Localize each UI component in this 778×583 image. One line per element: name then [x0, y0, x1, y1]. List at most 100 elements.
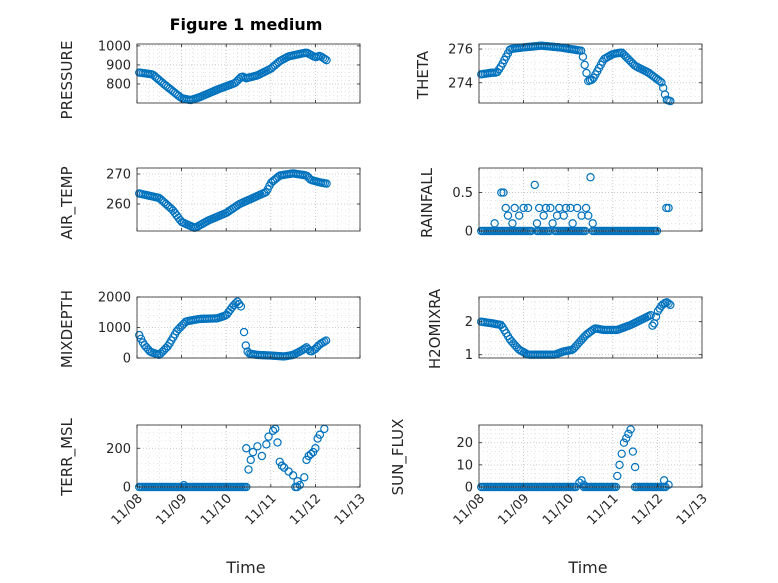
data-point: [277, 461, 287, 470]
y-tick-label: 274: [448, 76, 473, 91]
x-tick-label: 11/11: [243, 491, 280, 528]
plot-area-rainfall: [479, 168, 702, 231]
data-point: [499, 188, 508, 197]
data-point: [262, 440, 271, 449]
data-point: [320, 337, 329, 346]
axes-box-pressure: [136, 43, 361, 104]
subplot-pressure: 800 900 1000: [98, 39, 361, 105]
y-tick-label: 1: [465, 348, 473, 363]
subplot-rainfall: 00.5: [452, 167, 703, 240]
y-tick-label: 270: [106, 168, 131, 183]
markers-air_temp: [135, 169, 331, 232]
data-point: [613, 471, 622, 481]
y-tick-label: 1000: [98, 39, 131, 54]
ylabel-mixdepth: MIXDEPTH: [58, 290, 76, 368]
axes-box-h2omixra: [478, 296, 703, 359]
x-tick-label: 11/12: [629, 491, 666, 528]
data-point: [655, 76, 664, 86]
data-point: [579, 480, 589, 489]
y-tick-label: 2000: [98, 291, 131, 306]
data-point: [617, 449, 626, 458]
data-point: [523, 203, 533, 213]
data-point: [490, 219, 499, 228]
data-point: [657, 78, 666, 87]
data-point: [664, 480, 673, 489]
data-point: [662, 203, 671, 213]
data-point: [306, 449, 316, 459]
data-point: [581, 203, 591, 213]
data-point: [651, 312, 661, 321]
data-point: [257, 451, 267, 461]
data-point: [576, 46, 586, 55]
axes-box-air_temp: [136, 167, 361, 232]
y-tick-label: 900: [106, 58, 131, 73]
data-point: [311, 444, 320, 453]
data-point: [300, 473, 309, 482]
data-point: [246, 455, 255, 465]
markers-theta: [477, 41, 675, 106]
data-point: [501, 203, 510, 213]
x-tick-label: 11/13: [332, 491, 369, 528]
data-point: [539, 211, 548, 220]
markers-pressure: [135, 48, 331, 105]
data-point: [666, 96, 675, 106]
ylabel-pressure: PRESSURE: [58, 41, 76, 120]
data-point: [575, 478, 584, 487]
x-tick-label: 11/11: [585, 491, 622, 528]
data-point: [578, 52, 588, 62]
data-point: [519, 203, 528, 213]
data-point: [242, 444, 251, 453]
data-point: [548, 219, 557, 228]
subplot-sun_flux: 0 10 20 11/08 11/09 11/10 11/11 11/12 11/13: [451, 424, 711, 528]
data-point: [253, 442, 262, 451]
y-tick-label: 0: [465, 481, 473, 496]
axes-box-rainfall: [478, 167, 703, 232]
subplot-air_temp: 260 270: [106, 167, 361, 232]
subplot-h2omixra: 12: [465, 296, 703, 363]
figure-title: Figure 1 medium: [170, 15, 323, 34]
ylabel-rainfall: RAINFALL: [418, 167, 436, 238]
data-point: [244, 465, 253, 474]
ylabel-sun-flux: SUN_FLUX: [389, 419, 408, 496]
x-tick-label: 11/13: [674, 491, 711, 528]
x-tick-label: 11/09: [153, 491, 190, 528]
x-tick-label: 11/08: [451, 491, 488, 528]
x-tick-label: 11/10: [198, 491, 235, 528]
data-point: [664, 203, 673, 213]
y-tick-label: 0: [123, 481, 131, 496]
data-point: [582, 68, 591, 78]
markers-mixdepth: [135, 297, 331, 361]
data-point: [561, 203, 571, 213]
data-point: [626, 425, 635, 434]
x-tick-label: 11/12: [287, 491, 324, 528]
x-tick-label: 11/08: [109, 491, 146, 528]
data-point: [588, 219, 597, 228]
data-point: [514, 211, 524, 220]
data-point: [236, 302, 246, 311]
markers-h2omixra: [477, 298, 675, 359]
data-point: [648, 321, 657, 330]
xlabel-right: Time: [567, 558, 607, 577]
data-point: [624, 429, 633, 439]
ylabel-theta: THETA: [414, 50, 432, 100]
y-tick-label: 800: [106, 77, 131, 92]
data-point: [584, 211, 593, 220]
axes-box-theta: [478, 43, 703, 104]
data-point: [510, 203, 519, 213]
data-point: [541, 203, 551, 213]
data-point: [295, 480, 304, 490]
data-point: [532, 219, 542, 228]
data-point: [497, 188, 506, 197]
data-point: [577, 476, 586, 485]
y-tick-label: 260: [106, 198, 131, 213]
data-point: [628, 447, 638, 456]
data-point: [288, 471, 298, 480]
subplot-terr_msl: 0 200 11/08 11/09 11/10 11/11 11/12 11/13: [106, 424, 369, 528]
y-tick-label: 200: [106, 442, 131, 457]
data-point: [586, 173, 595, 182]
data-point: [666, 300, 675, 310]
data-point: [315, 430, 325, 439]
axes-box-terr_msl: [136, 424, 361, 488]
data-point: [615, 460, 624, 470]
